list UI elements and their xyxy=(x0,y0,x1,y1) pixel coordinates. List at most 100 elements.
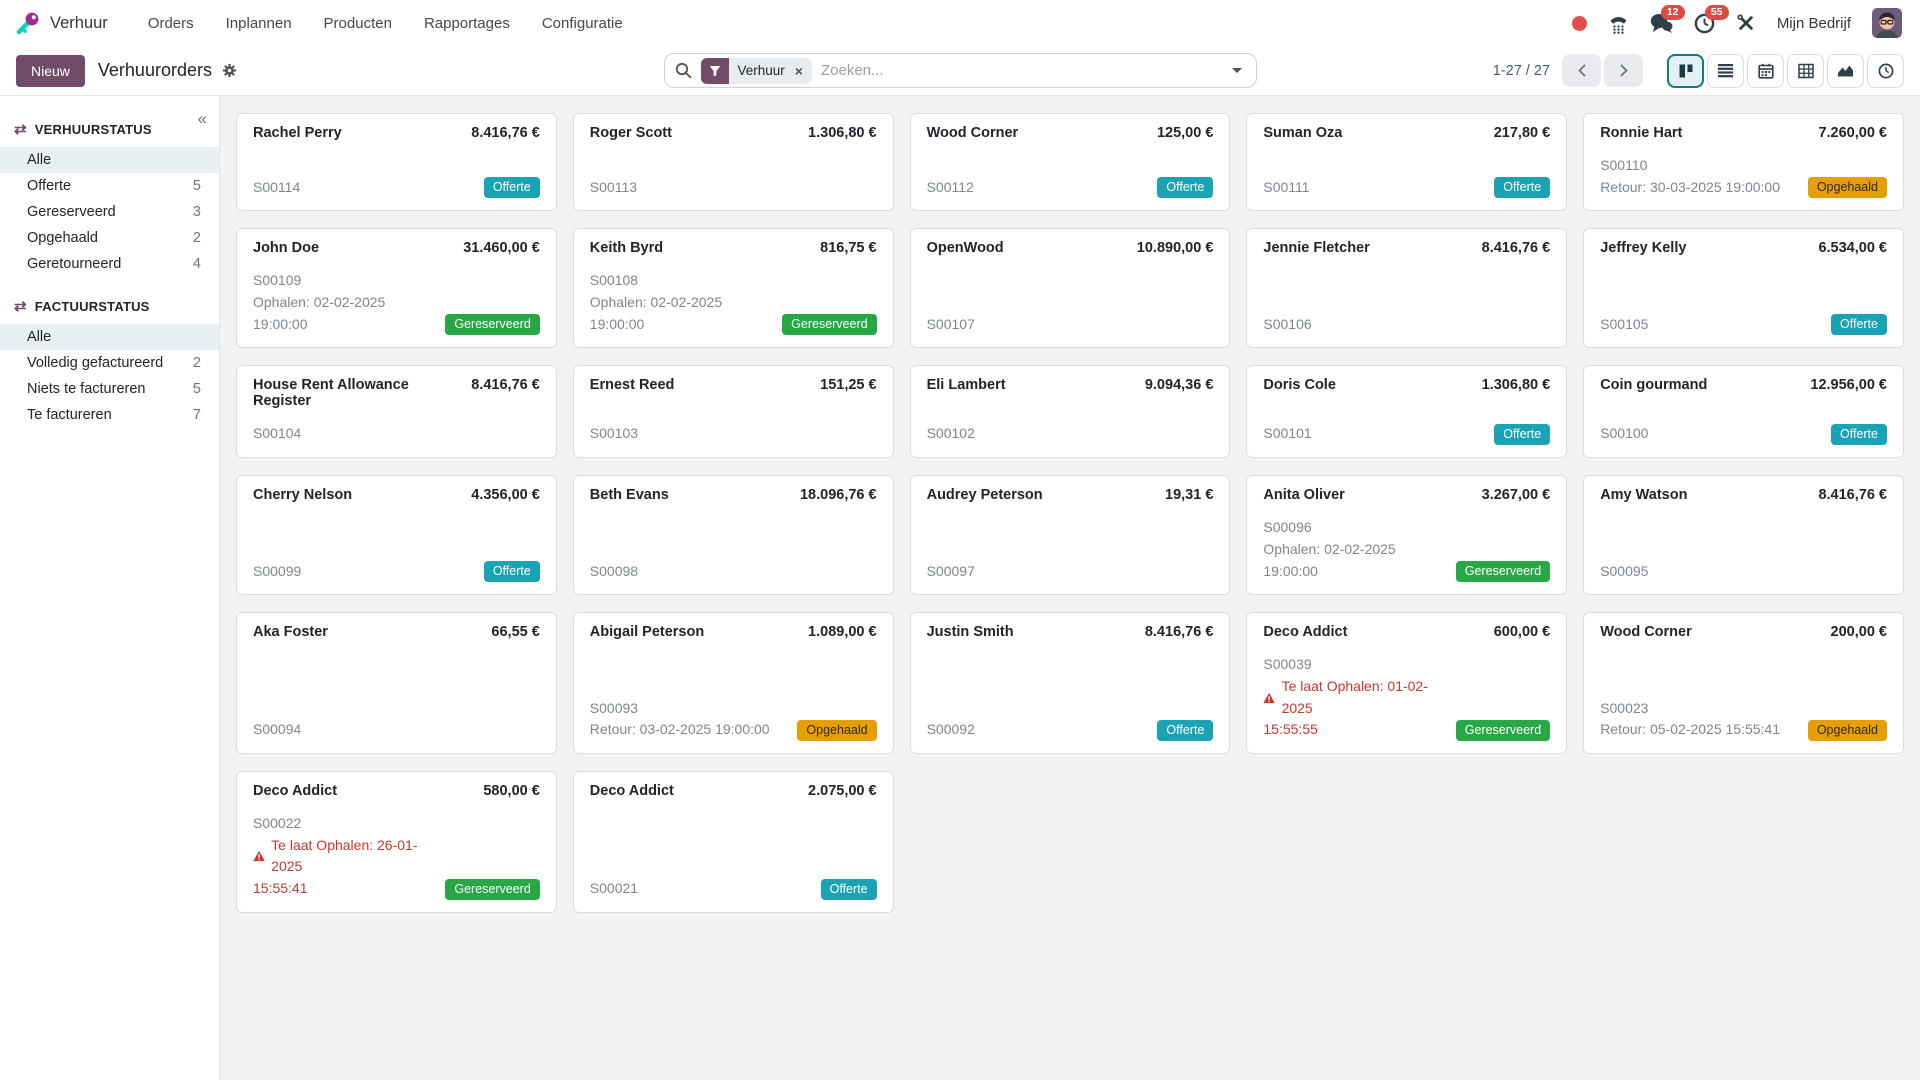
sidebar-item-te-factureren[interactable]: Te factureren 7 xyxy=(0,402,219,428)
kanban-card[interactable]: Ernest Reed 151,25 € S00103 xyxy=(572,365,894,459)
new-button[interactable]: Nieuw xyxy=(16,54,85,87)
nav-menu-configuratie[interactable]: Configuratie xyxy=(541,14,623,32)
top-navbar: Verhuur Orders Inplannen Producten Rapporta… xyxy=(0,0,1920,46)
pager-next-icon[interactable] xyxy=(1604,54,1643,87)
kanban-card[interactable]: OpenWood 10.890,00 € S00107 xyxy=(909,228,1231,349)
nav-menu-producten[interactable]: Producten xyxy=(323,14,392,32)
kanban-card[interactable]: Jeffrey Kelly 6.534,00 € S00105 Offerte xyxy=(1583,228,1904,349)
view-pivot-icon[interactable] xyxy=(1787,53,1824,88)
warning-triangle-icon xyxy=(253,851,265,862)
search-dropdown-caret-icon[interactable] xyxy=(1230,64,1244,77)
card-detail-lines: S00111 xyxy=(1263,177,1309,199)
sidebar-item-alle[interactable]: Alle xyxy=(0,324,219,350)
view-calendar-icon[interactable] xyxy=(1747,53,1784,88)
kanban-card[interactable]: Anita Oliver 3.267,00 € S00096 Ophalen: … xyxy=(1246,475,1568,596)
card-amount: 7.260,00 € xyxy=(1818,125,1887,141)
kanban-card[interactable]: Deco Addict 2.075,00 € S00021 Offerte xyxy=(572,770,894,913)
card-status-badge: Opgehaald xyxy=(1807,177,1887,199)
kanban-card[interactable]: Doris Cole 1.306,80 € S00101 Offerte xyxy=(1246,365,1568,459)
chat-icon[interactable]: 12 xyxy=(1650,4,1685,34)
kanban-card[interactable]: Eli Lambert 9.094,36 € S00102 xyxy=(909,365,1231,459)
pager-previous-icon[interactable] xyxy=(1562,54,1601,87)
card-customer-name: Deco Addict xyxy=(1263,624,1348,641)
card-header: Roger Scott 1.306,80 € xyxy=(590,125,877,141)
sidebar-section-header: ⇄ FACTUURSTATUS xyxy=(0,277,219,324)
facet-close-icon[interactable]: × xyxy=(794,62,803,79)
kanban-card[interactable]: Amy Watson 8.416,76 € S00095 xyxy=(1583,475,1904,596)
card-amount: 125,00 € xyxy=(1156,125,1214,141)
sidebar-item-opgehaald[interactable]: Opgehaald 2 xyxy=(0,225,219,251)
card-header: Cherry Nelson 4.356,00 € xyxy=(253,487,540,503)
kanban-card[interactable]: Aka Foster 66,55 € S00094 xyxy=(236,612,557,754)
company-name[interactable]: Mijn Bedrijf xyxy=(1776,14,1851,32)
kanban-card[interactable]: Keith Byrd 816,75 € S00108 Ophalen: 02-0… xyxy=(572,228,894,349)
card-amount: 8.416,76 € xyxy=(1818,487,1887,504)
card-customer-name: Justin Smith xyxy=(926,624,1014,641)
card-detail-lines: S00102 xyxy=(927,423,975,445)
card-header: Suman Oza 217,80 € xyxy=(1263,125,1550,141)
kanban-card[interactable]: Rachel Perry 8.416,76 € S00114 Offerte xyxy=(236,113,557,212)
sidebar-item-alle[interactable]: Alle xyxy=(0,147,219,173)
card-status-badge: Offerte xyxy=(1494,177,1551,199)
kanban-card[interactable]: John Doe 31.460,00 € S00109 Ophalen: 02-… xyxy=(236,228,557,349)
card-footer: S00021 Offerte xyxy=(590,864,877,900)
sidebar-section-list: Alle Offerte 5 Gereserveerd 3 Opgehaald … xyxy=(0,147,219,277)
card-footer: S00113 xyxy=(590,163,877,199)
kanban-card[interactable]: Audrey Peterson 19,31 € S00097 xyxy=(909,475,1231,596)
kanban-card[interactable]: Wood Corner 200,00 € S00023 Retour: 05-0… xyxy=(1583,612,1904,754)
sidebar-section-header: ⇄ VERHUURSTATUS xyxy=(0,100,219,147)
kanban-card[interactable]: Jennie Fletcher 8.416,76 € S00106 xyxy=(1246,228,1568,349)
card-amount: 31.460,00 € xyxy=(463,240,540,257)
filter-sidebar: « ⇄ VERHUURSTATUS Alle Offerte 5 Gereser… xyxy=(0,96,220,1080)
kanban-card[interactable]: Justin Smith 8.416,76 € S00092 Offerte xyxy=(909,612,1231,754)
nav-menu-orders[interactable]: Orders xyxy=(147,14,194,32)
view-graph-icon[interactable] xyxy=(1827,53,1864,88)
user-avatar[interactable] xyxy=(1872,8,1902,38)
rental-key-icon[interactable] xyxy=(14,10,41,37)
card-status-badge: Gereserveerd xyxy=(445,314,540,336)
card-detail-lines: S00103 xyxy=(590,423,638,445)
sidebar-item-gereserveerd[interactable]: Gereserveerd 3 xyxy=(0,199,219,225)
sidebar-item-niets-te-factureren[interactable]: Niets te factureren 5 xyxy=(0,376,219,402)
card-detail-lines: S00104 xyxy=(253,423,301,445)
card-amount: 19,31 € xyxy=(1165,487,1214,504)
card-footer: S00022 Te laat Ophalen: 26-01-2025 15:55… xyxy=(253,799,540,900)
card-status-badge: Opgehaald xyxy=(797,719,877,741)
tools-icon[interactable] xyxy=(1736,13,1756,33)
kanban-card[interactable]: House Rent Allowance Register 8.416,76 €… xyxy=(236,365,557,459)
kanban-card[interactable]: Wood Corner 125,00 € S00112 Offerte xyxy=(909,113,1231,212)
record-dot-icon[interactable] xyxy=(1571,15,1587,31)
card-detail-lines: S00022 Te laat Ophalen: 26-01-2025 15:55… xyxy=(253,813,437,900)
kanban-card[interactable]: Ronnie Hart 7.260,00 € S00110 Retour: 30… xyxy=(1583,113,1904,212)
app-name[interactable]: Verhuur xyxy=(50,13,108,32)
card-status-badge: Gereserveerd xyxy=(1455,561,1551,583)
action-gear-icon[interactable] xyxy=(220,61,239,80)
kanban-card[interactable]: Cherry Nelson 4.356,00 € S00099 Offerte xyxy=(236,475,557,596)
sidebar-item-volledig-gefactureerd[interactable]: Volledig gefactureerd 2 xyxy=(0,350,219,376)
view-list-icon[interactable] xyxy=(1707,53,1744,88)
card-order-ref: S00110 xyxy=(1600,157,1648,173)
card-detail-lines: S00101 xyxy=(1263,423,1311,445)
nav-menu-inplannen[interactable]: Inplannen xyxy=(225,14,292,32)
kanban-card[interactable]: Deco Addict 600,00 € S00039 Te laat Opha… xyxy=(1246,612,1568,754)
sidebar-item-offerte[interactable]: Offerte 5 xyxy=(0,173,219,199)
card-status-badge: Offerte xyxy=(1157,719,1214,741)
sidebar-item-geretourneerd[interactable]: Geretourneerd 4 xyxy=(0,251,219,277)
kanban-card[interactable]: Suman Oza 217,80 € S00111 Offerte xyxy=(1246,113,1568,212)
kanban-card[interactable]: Coin gourmand 12.956,00 € S00100 Offerte xyxy=(1583,365,1904,459)
card-header: Wood Corner 200,00 € xyxy=(1600,624,1887,640)
kanban-card[interactable]: Roger Scott 1.306,80 € S00113 xyxy=(572,113,894,212)
sidebar-collapse-icon[interactable]: « xyxy=(197,109,207,128)
kanban-card[interactable]: Deco Addict 580,00 € S00022 Te laat Opha… xyxy=(236,770,557,913)
view-kanban-icon[interactable] xyxy=(1667,53,1704,88)
card-footer: S00039 Te laat Ophalen: 01-02-2025 15:55… xyxy=(1263,640,1551,741)
phone-icon[interactable] xyxy=(1608,13,1629,34)
nav-menu-rapportages[interactable]: Rapportages xyxy=(423,14,510,32)
search-input[interactable] xyxy=(820,62,1221,79)
kanban-card[interactable]: Beth Evans 18.096,76 € S00098 xyxy=(572,475,894,596)
card-header: Ronnie Hart 7.260,00 € xyxy=(1600,125,1887,141)
activity-clock-icon[interactable]: 55 xyxy=(1694,4,1729,34)
view-activity-icon[interactable] xyxy=(1867,53,1904,88)
kanban-card[interactable]: Abigail Peterson 1.089,00 € S00093 Retou… xyxy=(572,612,894,754)
card-late-warning: Te laat Ophalen: 26-01-2025 xyxy=(253,835,437,878)
